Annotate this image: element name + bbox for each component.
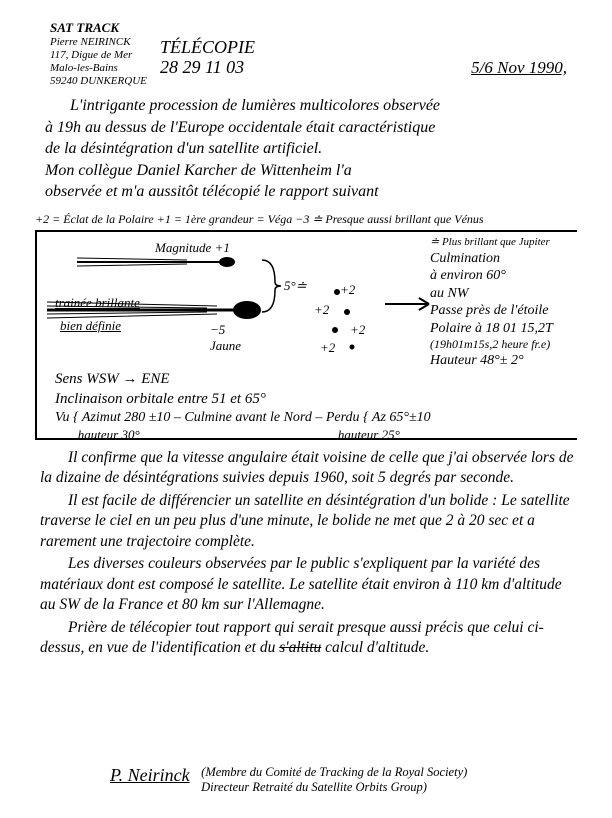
- signature-name: P. Neirinck: [110, 765, 190, 786]
- trainee-label: trainée brillante: [55, 295, 140, 311]
- diagram-right-notes: ≐ Plus brillant que Jupiter Culmination …: [430, 236, 582, 370]
- date: 5/6 Nov 1990,: [471, 58, 567, 78]
- jaune-label: Jaune: [210, 338, 241, 354]
- p2c: +2: [350, 322, 365, 338]
- lower-p3: Les diverses couleurs observées par le p…: [40, 554, 577, 615]
- letterhead-addr3: 59240 DUNKERQUE: [50, 75, 147, 88]
- sens: Sens WSW → ENE: [55, 370, 572, 390]
- p2d: +2: [320, 340, 335, 356]
- polaire: Polaire à 18 01 15,2T: [430, 320, 582, 338]
- signature-block: P. Neirinck (Membre du Comité de Trackin…: [110, 765, 582, 794]
- minus5-label: −5: [210, 322, 225, 338]
- para-line: de la désintégration d'un satellite arti…: [45, 138, 577, 160]
- telecopie-block: TÉLÉCOPIE 28 29 11 03: [160, 38, 255, 78]
- passe: Passe près de l'étoile: [430, 302, 582, 320]
- letterhead-addr2: Malo-les-Bains: [50, 62, 147, 75]
- letterhead-name: Pierre NEIRINCK: [50, 36, 147, 49]
- para-line: L'intrigante procession de lumières mult…: [45, 95, 577, 117]
- hauteur: Hauteur 48°± 2°: [430, 352, 582, 370]
- opening-paragraph: L'intrigante procession de lumières mult…: [45, 95, 577, 203]
- plus-brillant: ≐ Plus brillant que Jupiter: [430, 236, 582, 250]
- p2b: +2: [314, 302, 329, 318]
- sig-title1: (Membre du Comité de Tracking de la Roya…: [201, 765, 467, 779]
- p4-strike: s'altitu: [279, 639, 321, 656]
- magnitude-scale: +2 = Éclat de la Polaire +1 = 1ère grand…: [35, 212, 577, 227]
- para-line: Mon collègue Daniel Karcher de Wittenhei…: [45, 160, 577, 182]
- heure: (19h01m15s,2 heure fr.e): [430, 337, 582, 352]
- p4b: calcul d'altitude.: [325, 639, 429, 656]
- letterhead: SAT TRACK Pierre NEIRINCK 117, Digue de …: [50, 20, 147, 88]
- angle-label: 5°≐: [284, 278, 307, 294]
- para-line: à 19h au dessus de l'Europe occidentale …: [45, 117, 577, 139]
- vu-line: Vu { Azimut 280 ±10 – Culmine avant le N…: [55, 409, 572, 427]
- nw: au NW: [430, 285, 582, 303]
- culmination: Culmination: [430, 250, 582, 268]
- lower-p4: Prière de télécopier tout rapport qui se…: [40, 618, 577, 659]
- p2a: +2: [340, 282, 355, 298]
- vu-line2: hauteur 30° hauteur 25°: [55, 427, 572, 444]
- letterhead-addr1: 117, Digue de Mer: [50, 49, 147, 62]
- lower-p2: Il est facile de différencier un satelli…: [40, 491, 577, 552]
- signature-title: (Membre du Comité de Tracking de la Roya…: [201, 765, 467, 794]
- telecopie-number: 28 29 11 03: [160, 58, 255, 78]
- magnitude-label: Magnitude +1: [155, 240, 230, 256]
- diagram-bottom-notes: Sens WSW → ENE Inclinaison orbitale entr…: [55, 370, 572, 444]
- letterhead-title: SAT TRACK: [50, 20, 147, 36]
- sig-title2: Directeur Retraité du Satellite Orbits G…: [201, 780, 427, 794]
- inclinaison: Inclinaison orbitale entre 51 et 65°: [55, 390, 572, 410]
- para-line: observée et m'a aussitôt télécopié le ra…: [45, 181, 577, 203]
- bien-definie-label: bien définie: [60, 318, 121, 334]
- env60: à environ 60°: [430, 267, 582, 285]
- telecopie-label: TÉLÉCOPIE: [160, 38, 255, 58]
- lower-body: Il confirme que la vitesse angulaire éta…: [40, 448, 577, 661]
- lower-p1: Il confirme que la vitesse angulaire éta…: [40, 448, 577, 489]
